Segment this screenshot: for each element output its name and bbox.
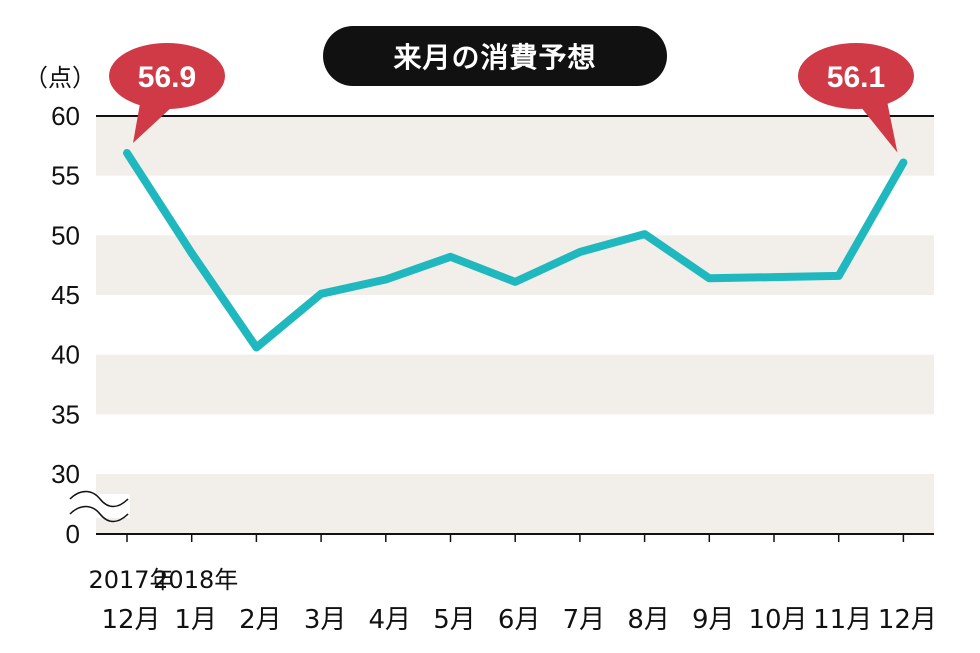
x-year-label: 2018年 — [153, 566, 238, 594]
data-point — [383, 277, 388, 282]
x-tick-label: 11月 — [813, 605, 872, 635]
y-tick-label: 50 — [51, 220, 80, 250]
y-tick-label: 0 — [66, 519, 80, 549]
callout-label-1: 56.1 — [827, 61, 885, 94]
axis-break-mark-2 — [69, 505, 129, 523]
x-tick-label: 12月 — [878, 605, 937, 635]
x-year-label: 2017年 — [88, 566, 173, 594]
series-line — [123, 149, 908, 352]
data-point — [125, 150, 129, 155]
callout-bubble-1 — [798, 43, 914, 109]
y-tick-label: 30 — [51, 459, 80, 489]
band-2 — [96, 354, 934, 415]
axes — [66, 115, 934, 535]
callouts: 56.9 56.1 — [109, 43, 914, 153]
y-tick-label: 35 — [51, 399, 80, 429]
x-tick-label: 6月 — [498, 605, 541, 635]
data-point — [707, 276, 712, 281]
y-axis-unit-label: （点） — [24, 64, 96, 92]
axis-break-mark-1 — [69, 490, 129, 508]
y-tick-label: 60 — [51, 101, 80, 131]
x-tick-label: 1月 — [174, 605, 217, 635]
band-bottom — [96, 474, 934, 534]
data-point — [189, 251, 194, 256]
y-tick-label: 45 — [51, 280, 80, 310]
x-tick-label: 12月 — [101, 605, 160, 635]
band-1 — [96, 235, 934, 295]
x-tick-label: 3月 — [304, 605, 347, 635]
data-point — [772, 275, 776, 280]
band-0 — [96, 116, 934, 176]
data-point — [836, 273, 841, 278]
chart-title: 来月の消費予想 — [323, 26, 667, 86]
data-point — [901, 160, 906, 165]
x-tick-label: 9月 — [692, 605, 735, 635]
x-tick-label: 7月 — [563, 605, 606, 635]
x-tick-label: 5月 — [433, 605, 476, 635]
callout-bubble-0 — [109, 43, 225, 109]
x-tick-label: 8月 — [627, 605, 670, 635]
data-point — [448, 254, 453, 259]
callout-tail-0 — [133, 98, 173, 143]
data-point — [319, 291, 324, 296]
y-tick-label: 40 — [51, 340, 80, 370]
data-point — [513, 279, 518, 284]
x-tick-label: 10月 — [748, 605, 807, 635]
callout-tail-1 — [860, 96, 898, 153]
data-point — [577, 250, 582, 255]
y-tick-label: 55 — [51, 161, 80, 191]
x-tick-label: 2月 — [239, 605, 282, 635]
y-axis-ticks: 60 55 50 45 40 35 30 0 — [51, 101, 80, 549]
data-point — [254, 345, 259, 350]
x-tick-label: 4月 — [369, 605, 412, 635]
data-point — [642, 232, 647, 237]
callout-label-0: 56.9 — [138, 61, 196, 94]
background-bands — [96, 116, 934, 534]
